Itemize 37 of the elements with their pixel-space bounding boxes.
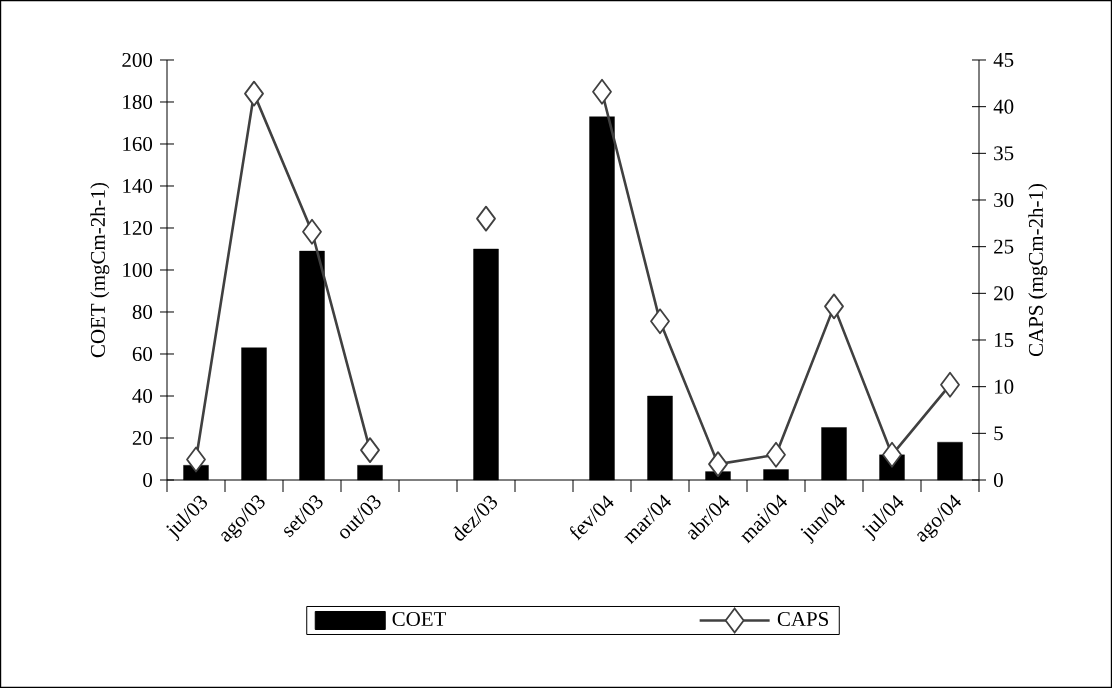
y-tick-label: 120 [123,220,153,236]
y2-tick-label: 20 [994,286,1014,301]
y2-axis-title: CAPS (mgCm-2h-1) [1028,184,1048,357]
y-tick-label: 40 [132,388,153,404]
legend-label: CAPS [777,611,828,627]
y-tick-label: 60 [132,346,153,362]
y-tick-label: 200 [122,52,153,68]
y2-tick-label: 45 [993,53,1014,67]
y-tick-label: 180 [123,94,153,110]
y2-tick-label: 25 [994,239,1014,254]
y-tick-label: 20 [132,430,153,446]
y-tick-label: 140 [123,178,153,194]
y2-tick-label: 40 [993,99,1014,114]
point [882,441,902,468]
y-tick-label: 160 [123,136,153,152]
point [476,205,496,232]
point [244,80,264,107]
y2-tick-label: 10 [995,379,1014,394]
point [940,371,960,398]
y-tick-label: 80 [132,304,153,320]
point [360,437,380,464]
point [186,446,206,473]
point [766,441,786,468]
point [708,451,728,478]
y2-tick-label: 5 [994,426,1003,441]
y2-tick-label: 0 [993,472,1003,488]
y2-tick-label: 15 [995,332,1014,348]
point [592,78,612,105]
y2-tick-label: 35 [994,146,1014,161]
y-axis-title: COET (mgCm-2h-1) [90,182,110,358]
point [302,218,322,245]
point [650,308,670,335]
y-tick-label: 0 [143,472,153,488]
point [824,293,844,320]
y2-tick-label: 30 [994,192,1014,208]
y-tick-label: 100 [123,262,153,278]
legend-label: COET [392,611,447,627]
